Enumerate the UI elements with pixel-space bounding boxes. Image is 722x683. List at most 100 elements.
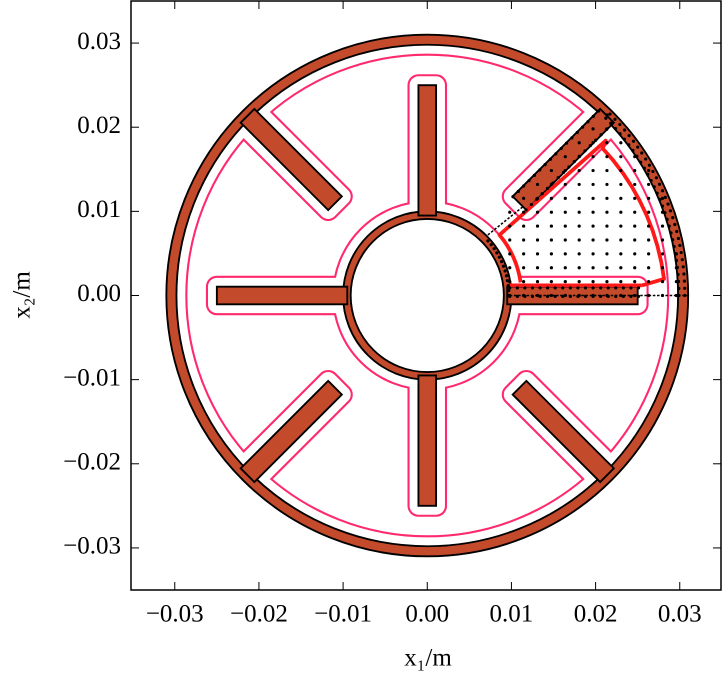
sample-point (660, 196, 665, 200)
sample-point (522, 210, 526, 214)
sample-point (577, 238, 581, 242)
sample-point (627, 133, 631, 138)
sample-point (580, 125, 585, 129)
sample-point (508, 252, 512, 256)
sample-point (682, 279, 687, 283)
y-tick-label: −0.01 (63, 364, 121, 391)
sample-point (507, 293, 511, 298)
sample-point (633, 252, 637, 256)
sample-point (633, 182, 637, 187)
part (215, 285, 349, 306)
sample-point (563, 238, 567, 242)
x-tick-label: 0.00 (405, 601, 449, 628)
sample-point (551, 181, 555, 185)
sample-point (577, 252, 581, 256)
sample-point (640, 151, 644, 155)
sample-point (647, 252, 651, 256)
sample-point (591, 168, 595, 173)
sample-point (663, 211, 667, 215)
sample-point (683, 286, 687, 290)
sample-point (619, 252, 623, 256)
sample-point (605, 238, 609, 242)
sample-point (591, 280, 595, 284)
sample-point (583, 294, 588, 298)
sample-point (591, 114, 595, 119)
sample-point (604, 127, 608, 132)
y-tick-label: −0.03 (63, 533, 121, 560)
sample-point (644, 157, 648, 161)
sample-point (563, 266, 567, 270)
sample-point (588, 143, 592, 148)
sample-point (546, 286, 550, 290)
sample-point (647, 293, 651, 298)
sample-point (499, 260, 504, 264)
sample-point (609, 121, 613, 125)
sample-point (657, 182, 662, 186)
sample-point (527, 179, 531, 183)
sample-point (535, 293, 540, 298)
sample-point (619, 293, 623, 298)
sample-point (522, 184, 526, 188)
sample-point (636, 294, 641, 298)
sample-point (548, 157, 553, 161)
sample-point (599, 286, 603, 290)
sample-point (508, 266, 512, 270)
sample-point (530, 286, 535, 290)
sample-point (671, 238, 675, 242)
sample-point (577, 196, 581, 200)
sample-point (522, 196, 526, 200)
sample-point (522, 224, 526, 228)
sample-point (675, 265, 679, 270)
sample-point (543, 163, 547, 167)
y-tick-label: −0.02 (63, 449, 121, 476)
sample-point (561, 286, 565, 290)
part (417, 374, 438, 507)
sample-point (486, 239, 490, 243)
sample-point (591, 127, 595, 131)
sample-point (549, 266, 554, 270)
y-tick-label: 0.02 (77, 112, 121, 139)
sample-point (591, 252, 595, 256)
part (511, 379, 616, 484)
sample-point (563, 182, 567, 187)
sample-point (619, 224, 623, 228)
sample-point (535, 280, 540, 284)
sample-point (608, 112, 612, 116)
sample-point (647, 163, 651, 167)
sample-point (671, 216, 675, 220)
sample-point (673, 251, 677, 256)
sample-point (515, 286, 519, 290)
sample-point (629, 286, 633, 290)
sample-point (619, 141, 623, 145)
sample-point (605, 280, 609, 284)
sample-point (591, 238, 595, 242)
sample-point (660, 204, 665, 208)
sample-point (678, 243, 682, 248)
sample-point (605, 210, 609, 214)
sample-point (507, 288, 511, 293)
part (165, 33, 690, 558)
sample-point (576, 286, 580, 290)
sample-point (576, 294, 580, 298)
sample-point (674, 266, 678, 270)
sample-point (583, 286, 588, 290)
sample-point (495, 251, 499, 255)
sample-point (553, 286, 557, 290)
sample-point (535, 252, 540, 256)
sample-point (503, 269, 507, 273)
sample-point (540, 192, 544, 196)
sample-point (506, 283, 510, 288)
sample-point (605, 224, 609, 228)
sample-point (649, 178, 653, 183)
sample-point (532, 173, 536, 177)
sample-point (535, 197, 539, 201)
sample-point (591, 266, 595, 270)
sample-point (516, 189, 520, 193)
sample-point (577, 280, 581, 284)
sample-point (647, 238, 651, 242)
x-tick-label: −0.01 (314, 601, 372, 628)
sample-point (676, 272, 680, 277)
sample-point (646, 172, 650, 176)
sample-point (631, 139, 636, 143)
sample-point (578, 154, 582, 158)
